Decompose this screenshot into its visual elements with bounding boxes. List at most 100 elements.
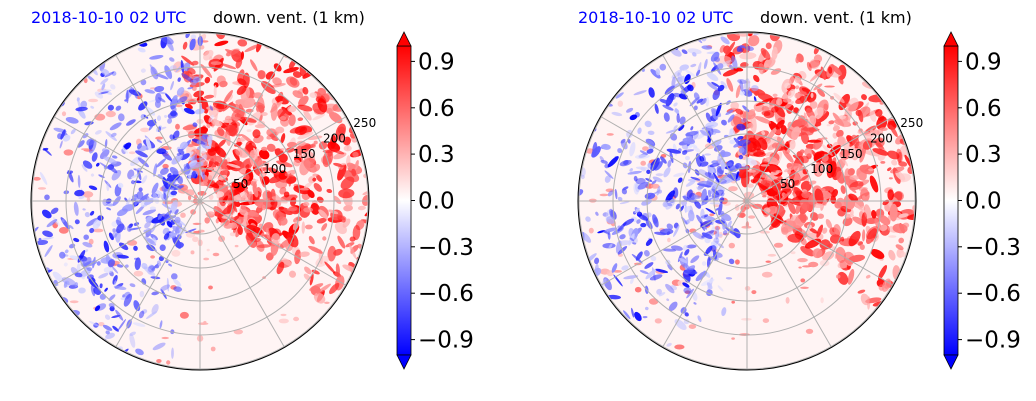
- negative-cell: [666, 298, 670, 302]
- negative-cell: [112, 274, 118, 285]
- positive-cell: [889, 124, 898, 138]
- negative-cell: [739, 79, 744, 92]
- negative-cell: [673, 125, 678, 130]
- negative-cell: [647, 130, 655, 136]
- positive-cell: [780, 125, 787, 135]
- positive-cell: [246, 129, 252, 133]
- positive-cell: [317, 98, 328, 113]
- plot-boundary: [30, 31, 370, 371]
- negative-cell: [665, 190, 676, 203]
- negative-cell: [704, 153, 711, 156]
- negative-cell: [696, 214, 704, 225]
- negative-cell: [123, 142, 132, 150]
- positive-cell: [728, 186, 738, 192]
- negative-cell: [76, 97, 80, 102]
- variable-title: down. vent. (1 km): [760, 8, 912, 27]
- positive-cell: [254, 101, 266, 110]
- positive-cell: [333, 195, 342, 205]
- positive-cell: [837, 135, 847, 147]
- negative-cell: [611, 263, 618, 273]
- positive-cell: [190, 250, 195, 255]
- negative-cell: [170, 190, 178, 196]
- positive-cell: [275, 179, 287, 189]
- colorbar-tick-label: −0.9: [965, 328, 1021, 354]
- positive-cell: [844, 168, 851, 182]
- colorbar-tick-label: −0.9: [418, 328, 474, 354]
- positive-cell: [871, 210, 877, 219]
- positive-cell: [316, 283, 332, 294]
- negative-cell: [135, 348, 144, 356]
- positive-cell: [634, 286, 642, 293]
- positive-cell: [179, 311, 189, 319]
- positive-cell: [237, 39, 248, 47]
- positive-cell: [292, 71, 302, 78]
- negative-cell: [164, 92, 173, 102]
- positive-cell: [280, 133, 286, 144]
- date-title: 2018-10-10 02 UTC: [578, 8, 734, 27]
- negative-cell: [167, 111, 178, 119]
- negative-cell: [739, 48, 743, 53]
- positive-cell: [288, 172, 292, 187]
- positive-cell: [813, 107, 824, 120]
- positive-cell: [336, 214, 347, 221]
- negative-cell: [136, 191, 144, 200]
- positive-cell: [848, 193, 859, 202]
- azimuth-line: [199, 54, 285, 202]
- positive-cell: [836, 171, 845, 184]
- negative-cell: [89, 227, 95, 234]
- positive-cell: [278, 206, 293, 215]
- colorbar-tick-label: −0.6: [965, 281, 1021, 307]
- positive-cell: [308, 235, 315, 245]
- azimuth-line: [199, 116, 347, 202]
- negative-cell: [171, 154, 183, 165]
- negative-cell: [681, 144, 689, 150]
- negative-cell: [681, 149, 695, 153]
- positive-cell: [851, 235, 859, 240]
- positive-cell: [861, 229, 866, 242]
- negative-cell: [141, 309, 148, 314]
- negative-cell: [84, 249, 89, 253]
- negative-cell: [96, 261, 101, 266]
- positive-cell: [171, 249, 181, 257]
- azimuth-line: [600, 200, 748, 286]
- negative-cell: [174, 216, 181, 224]
- positive-cell: [772, 93, 778, 98]
- positive-cell: [219, 80, 228, 88]
- positive-cell: [746, 141, 757, 153]
- positive-cell: [192, 230, 202, 234]
- negative-cell: [151, 291, 160, 296]
- positive-cell: [787, 201, 796, 215]
- positive-cell: [227, 163, 241, 169]
- positive-cell: [799, 211, 807, 224]
- positive-cell: [181, 55, 195, 66]
- negative-cell: [145, 137, 152, 151]
- colorbar-extend-top: [943, 31, 959, 47]
- positive-cell: [889, 203, 898, 222]
- azimuth-line: [662, 200, 748, 348]
- positive-cell: [642, 146, 649, 152]
- plot-boundary: [577, 31, 917, 371]
- negative-cell: [167, 118, 173, 124]
- negative-cell: [629, 168, 633, 172]
- negative-cell: [725, 277, 733, 280]
- positive-cell: [849, 187, 857, 191]
- negative-cell: [94, 129, 102, 135]
- positive-cell: [217, 126, 225, 137]
- positive-cell: [312, 113, 325, 121]
- positive-cell: [808, 261, 819, 268]
- negative-cell: [171, 273, 178, 280]
- negative-cell: [735, 171, 739, 180]
- negative-cell: [675, 203, 681, 210]
- positive-cell: [278, 170, 288, 180]
- negative-cell: [685, 205, 691, 212]
- positive-cell: [809, 58, 820, 70]
- negative-cell: [81, 275, 86, 280]
- negative-cell: [199, 154, 208, 164]
- negative-cell: [159, 284, 171, 292]
- negative-cell: [701, 45, 713, 50]
- negative-cell: [704, 172, 716, 179]
- positive-cell: [887, 167, 892, 172]
- positive-cell: [281, 257, 292, 266]
- positive-cell: [297, 131, 314, 140]
- positive-cell: [606, 133, 614, 136]
